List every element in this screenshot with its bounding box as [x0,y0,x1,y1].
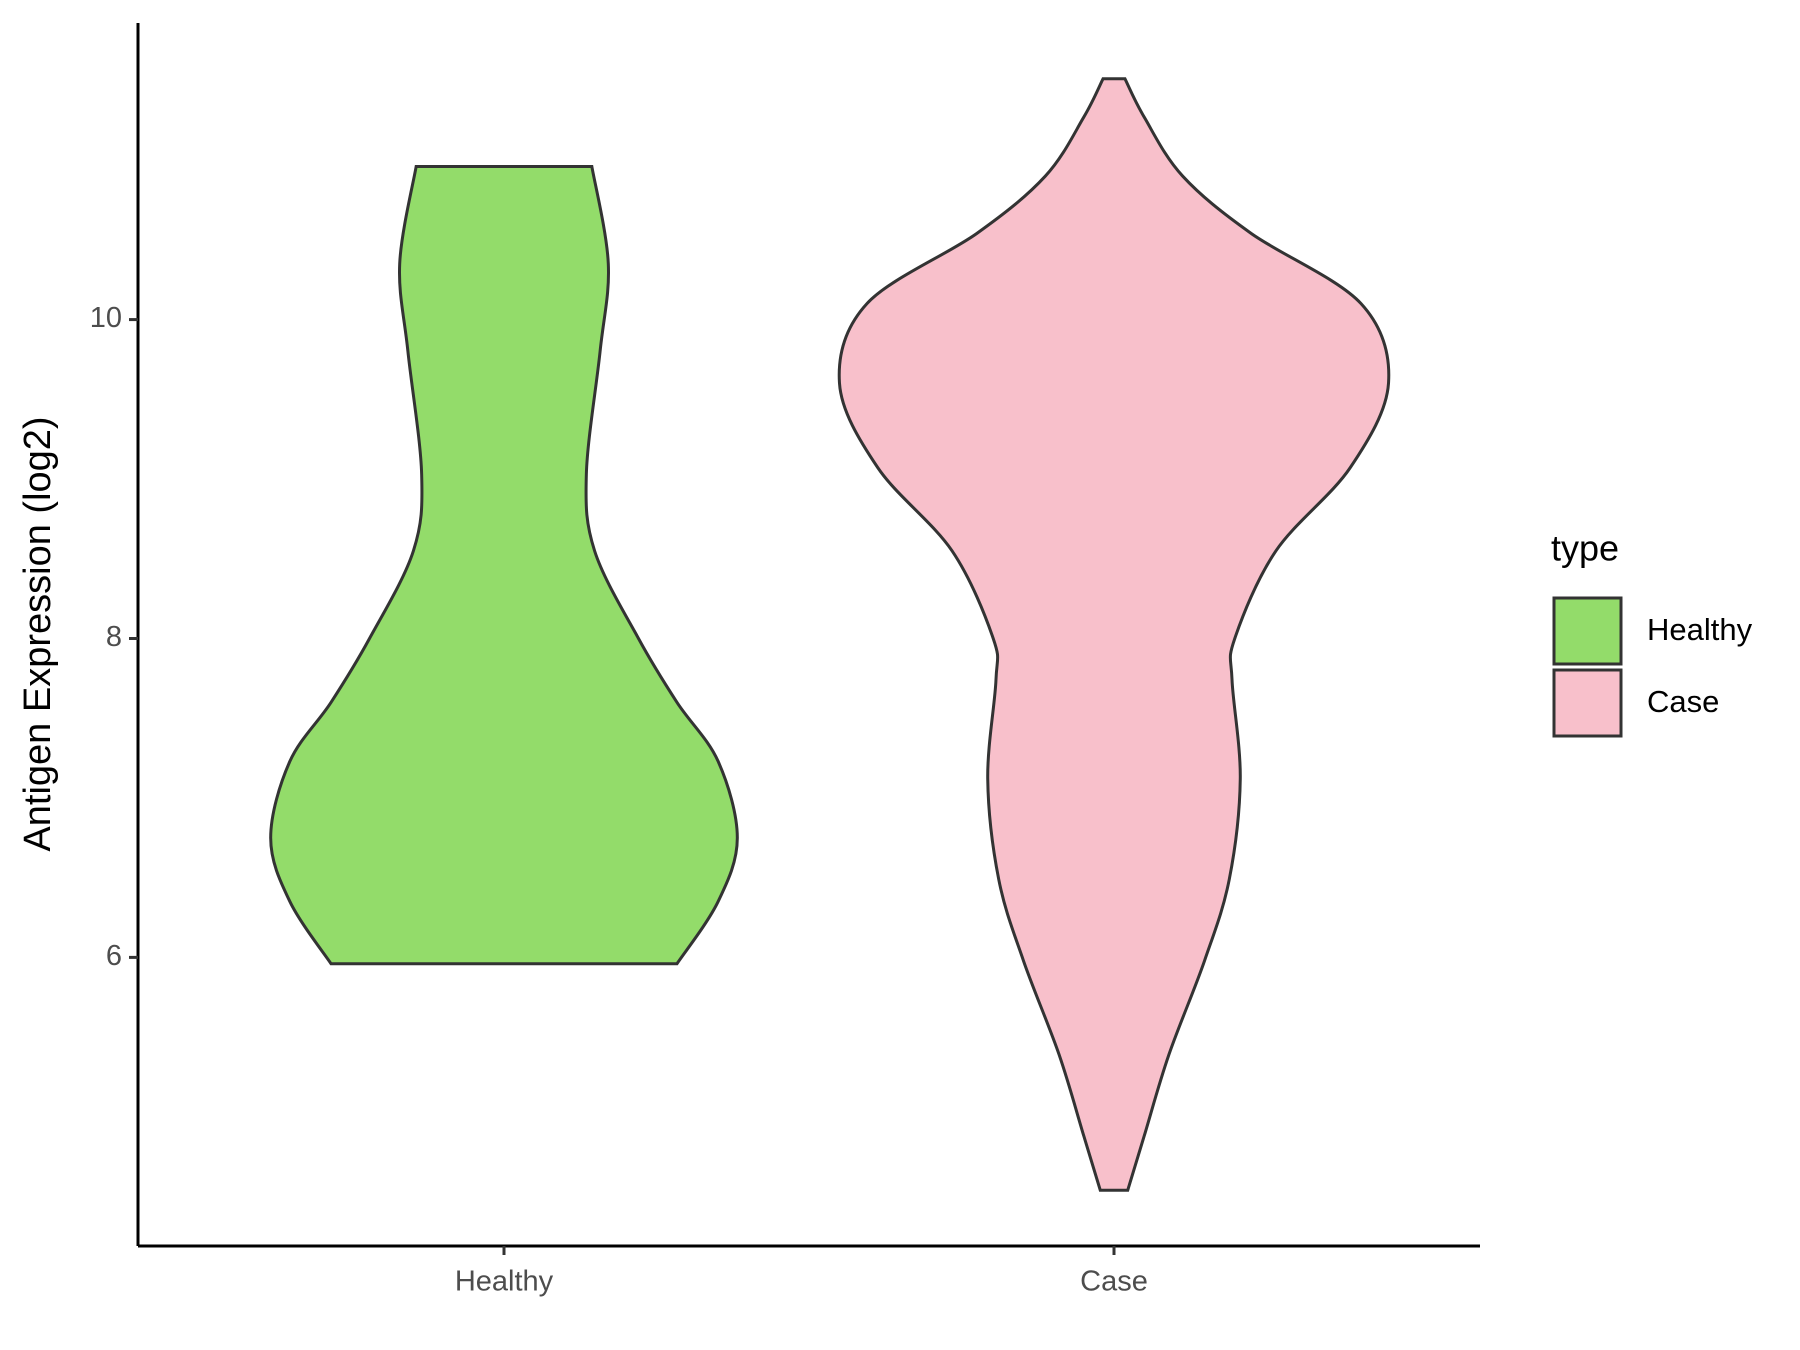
x-tick-label: Healthy [455,1266,554,1298]
legend-title: type [1551,528,1619,569]
legend-key [1552,668,1623,738]
violin [837,77,1391,1192]
y-tick-label: 10 [90,302,122,334]
y-tick-label: 8 [106,621,122,653]
y-axis-label: Antigen Expression (log2) [17,416,59,851]
violin [269,165,739,966]
y-tick-label: 6 [106,940,122,972]
x-tick-label: Case [1080,1266,1148,1298]
legend-label: Case [1647,684,1719,719]
legend-key [1552,596,1623,666]
legend-label: Healthy [1647,612,1753,647]
